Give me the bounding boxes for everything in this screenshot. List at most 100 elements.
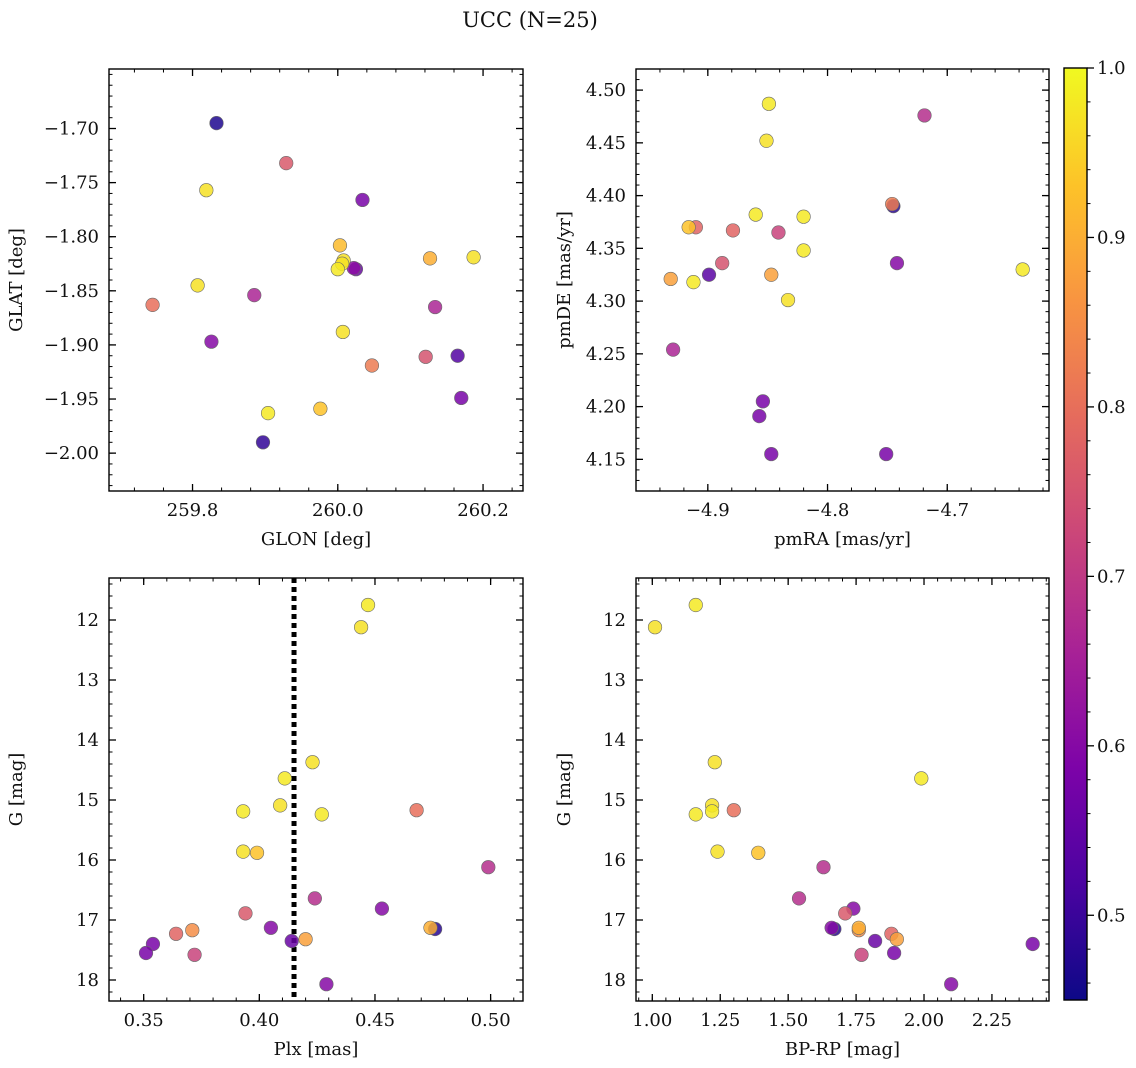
scatter-point xyxy=(255,435,271,450)
x-tick-label: 1.50 xyxy=(768,1010,808,1031)
scatter-point xyxy=(879,446,894,462)
scatter-point xyxy=(707,755,722,770)
y-tick-label: 4.20 xyxy=(586,397,626,418)
scatter-point xyxy=(780,292,796,308)
x-tick-label: 1.75 xyxy=(836,1010,876,1031)
y-tick-label: 4.25 xyxy=(586,344,626,365)
y-axis-label: pmDE [mas/yr] xyxy=(554,211,575,349)
colorbar-tick-label: 1.0 xyxy=(1097,58,1126,79)
scatter-panel-3: 0.35 0.40 0.45 0.50 12 13 14 15 16 17 18 Plx [mas] G… xyxy=(6,577,524,1060)
scatter-point xyxy=(917,108,932,123)
y-tick-label: 14 xyxy=(76,730,99,751)
axes-frame xyxy=(635,577,1050,1002)
x-tick-label: 1.00 xyxy=(632,1010,672,1031)
x-axis-label: BP-RP [mag] xyxy=(785,1039,900,1060)
colorbar-tick-label: 0.5 xyxy=(1097,905,1126,926)
colorbar-tick-label: 0.7 xyxy=(1097,566,1126,587)
scatter-point xyxy=(824,920,839,935)
x-tick-label: 0.45 xyxy=(355,1010,395,1031)
scatter-point xyxy=(314,807,329,822)
scatter-points xyxy=(145,116,481,450)
y-tick-label: −1.75 xyxy=(44,173,99,194)
y-tick-label: −1.90 xyxy=(44,335,99,356)
y-tick-label: 4.45 xyxy=(586,133,626,154)
scatter-point xyxy=(332,238,348,253)
scatter-point xyxy=(260,405,276,421)
scatter-point xyxy=(277,771,292,786)
colorbar-tick-label: 0.6 xyxy=(1097,736,1126,757)
scatter-point xyxy=(284,933,299,949)
scatter-point xyxy=(199,183,214,198)
scatter-point xyxy=(263,920,278,935)
scatter-point xyxy=(791,891,807,906)
scatter-point xyxy=(330,262,345,277)
scatter-point xyxy=(313,401,328,416)
x-tick-label: 0.50 xyxy=(471,1010,511,1031)
scatter-point xyxy=(466,250,481,265)
axes-frame xyxy=(108,577,524,1002)
scatter-point xyxy=(1025,936,1040,952)
scatter-point xyxy=(681,220,696,235)
scatter-point xyxy=(663,271,678,287)
scatter-point xyxy=(374,901,390,916)
x-tick-label: 2.25 xyxy=(972,1010,1012,1031)
scatter-point xyxy=(715,256,730,271)
scatter-point xyxy=(355,192,370,208)
axes-frame xyxy=(108,68,524,492)
scatter-point xyxy=(138,945,154,961)
colorbar-tick-label: 0.8 xyxy=(1097,397,1126,418)
x-tick-label: 260.0 xyxy=(312,500,364,521)
x-axis-label: pmRA [mas/yr] xyxy=(774,529,911,550)
scatter-point xyxy=(868,933,883,949)
scatter-point xyxy=(647,620,663,635)
y-tick-label: 12 xyxy=(76,610,99,631)
y-tick-label: 18 xyxy=(76,970,99,991)
scatter-point xyxy=(249,845,265,860)
y-axis-label: G [mag] xyxy=(554,753,575,826)
scatter-point xyxy=(759,133,774,148)
scatter-point xyxy=(307,891,322,906)
scatter-point xyxy=(360,597,376,613)
scatter-point xyxy=(305,755,320,770)
scatter-point xyxy=(885,196,900,212)
y-tick-label: 4.30 xyxy=(586,291,626,312)
scatter-point xyxy=(887,945,902,961)
y-tick-label: −1.85 xyxy=(44,281,99,302)
scatter-point xyxy=(751,845,766,860)
scatter-point xyxy=(335,324,350,340)
x-tick-label: 1.25 xyxy=(700,1010,740,1031)
scatter-point xyxy=(450,348,465,363)
panels: 259.8 260.0 260.2 −1.70 −1.75 −1.80 −1.85 −1.90… xyxy=(6,68,1050,1060)
y-tick-label: 16 xyxy=(603,850,626,871)
y-tick-label: 15 xyxy=(603,790,626,811)
y-tick-label: 18 xyxy=(603,970,626,991)
scatter-point xyxy=(187,947,202,962)
x-tick-label: 260.2 xyxy=(457,500,509,521)
scatter-point xyxy=(204,334,219,349)
y-tick-label: 15 xyxy=(76,790,99,811)
axes-frame xyxy=(635,68,1050,492)
scatter-point xyxy=(944,977,959,992)
scatter-panel-2: −4.9 −4.8 −4.7 4.15 4.20 4.25 4.30 4.35 4.40 4.45… xyxy=(554,68,1050,550)
scatter-point xyxy=(422,251,438,266)
scatter-point xyxy=(236,804,251,819)
scatter-point xyxy=(298,932,313,947)
scatter-point xyxy=(748,207,763,222)
scatter-point xyxy=(710,844,725,859)
colorbar-tick-label: 0.9 xyxy=(1097,227,1126,248)
scatter-point xyxy=(279,156,294,171)
scatter-point xyxy=(454,390,469,406)
scatter-point xyxy=(409,803,424,818)
scatter-point xyxy=(704,804,720,819)
scatter-point xyxy=(796,243,811,258)
y-axis-label: GLAT [deg] xyxy=(6,228,27,332)
y-tick-label: 4.50 xyxy=(586,80,626,101)
scatter-point xyxy=(273,798,288,813)
scatter-points xyxy=(647,597,1040,992)
scatter-point xyxy=(752,408,767,424)
scatter-point xyxy=(354,620,369,635)
scatter-point xyxy=(209,116,224,131)
scatter-point xyxy=(319,977,334,992)
scatter-point xyxy=(838,906,853,921)
scatter-point xyxy=(726,803,741,818)
